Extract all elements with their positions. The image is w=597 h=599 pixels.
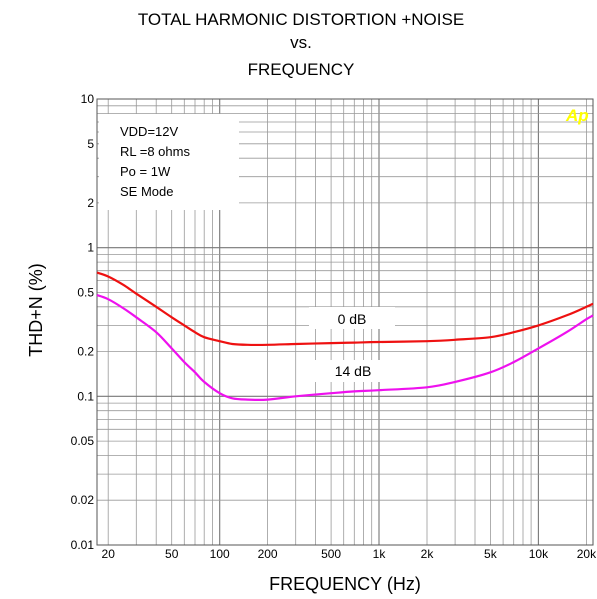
x-tick-label: 50 <box>165 547 179 561</box>
label-0db-bg <box>309 307 395 329</box>
y-tick-label: 0.1 <box>77 389 94 403</box>
x-tick-label: 5k <box>484 547 498 561</box>
label-14db-bg <box>313 360 393 382</box>
x-tick-label: 100 <box>210 547 230 561</box>
condition-vdd: VDD=12V <box>120 124 178 139</box>
x-tick-label: 200 <box>258 547 278 561</box>
conditions-box-bg <box>99 114 239 210</box>
ap-logo: Ap <box>565 106 589 125</box>
y-tick-label: 2 <box>87 196 94 210</box>
y-tick-label: 10 <box>81 92 95 106</box>
chart-title-line-2: vs. <box>290 33 312 52</box>
y-axis-title: THD+N (%) <box>26 263 46 357</box>
condition-mode: SE Mode <box>120 184 173 199</box>
x-tick-label: 2k <box>421 547 435 561</box>
y-tick-label: 0.02 <box>71 493 95 507</box>
y-tick-label: 1 <box>87 241 94 255</box>
series-line-0db <box>96 271 594 347</box>
y-tick-label: 5 <box>87 137 94 151</box>
y-tick-label: 0.5 <box>77 285 94 299</box>
y-tick-label: 0.01 <box>71 538 95 552</box>
x-tick-label: 20 <box>102 547 116 561</box>
series-label-14db: 14 dB <box>335 363 372 379</box>
chart-title-line-3: FREQUENCY <box>248 60 355 79</box>
x-tick-label: 20k <box>577 547 597 561</box>
x-axis-title: FREQUENCY (Hz) <box>269 574 421 594</box>
series-label-0db: 0 dB <box>338 311 367 327</box>
series-layer <box>96 271 594 402</box>
y-tick-label: 0.2 <box>77 345 94 359</box>
x-tick-label: 1k <box>373 547 387 561</box>
series-line-14db <box>96 294 594 402</box>
chart-title-line-1: TOTAL HARMONIC DISTORTION +NOISE <box>138 10 464 29</box>
y-tick-label: 0.05 <box>71 434 95 448</box>
tick-labels: 20 50 100 200 500 1k 2k 5k 10k 20k 10 5 2 1 0.5 0.2 0.1 0… <box>71 92 597 561</box>
conditions-box: VDD=12V RL =8 ohms Po = 1W SE Mode <box>99 114 239 210</box>
condition-po: Po = 1W <box>120 164 171 179</box>
condition-rl: RL =8 ohms <box>120 144 190 159</box>
x-tick-label: 500 <box>321 547 341 561</box>
x-tick-label: 10k <box>529 547 549 561</box>
plot-frame <box>96 98 594 546</box>
